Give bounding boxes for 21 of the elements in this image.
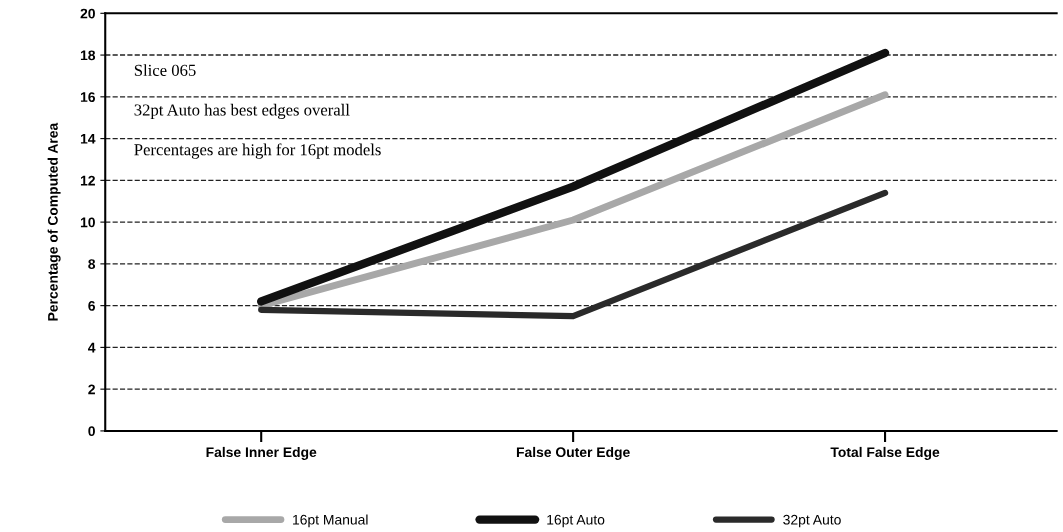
y-tick-label: 0 bbox=[88, 426, 95, 437]
annotation: Percentages are high for 16pt models bbox=[134, 143, 381, 159]
y-tick-label: 12 bbox=[80, 175, 95, 186]
x-tick-label: False Inner Edge bbox=[206, 446, 317, 460]
annotation: Slice 065 bbox=[134, 64, 196, 76]
y-tick-label: 16 bbox=[80, 92, 96, 102]
y-axis-title: Percentage of Computed Area bbox=[47, 122, 61, 321]
y-tick-label: 14 bbox=[80, 134, 96, 144]
y-tick-label: 20 bbox=[80, 8, 95, 19]
legend-label: 32pt Auto bbox=[783, 514, 841, 528]
x-tick-label: Total False Edge bbox=[830, 446, 940, 460]
y-tick-label: 18 bbox=[80, 50, 96, 61]
y-tick-label: 8 bbox=[88, 259, 96, 270]
annotation: 32pt Auto has best edges overall bbox=[134, 103, 350, 120]
y-tick-label: 2 bbox=[88, 384, 95, 395]
y-tick-label: 10 bbox=[80, 217, 95, 228]
x-tick-label: False Outer Edge bbox=[516, 446, 630, 460]
legend-label: 16pt Auto bbox=[547, 514, 605, 528]
y-tick-label: 4 bbox=[88, 342, 96, 353]
legend-label: 16pt Manual bbox=[293, 514, 368, 528]
y-tick-label: 6 bbox=[88, 300, 96, 311]
